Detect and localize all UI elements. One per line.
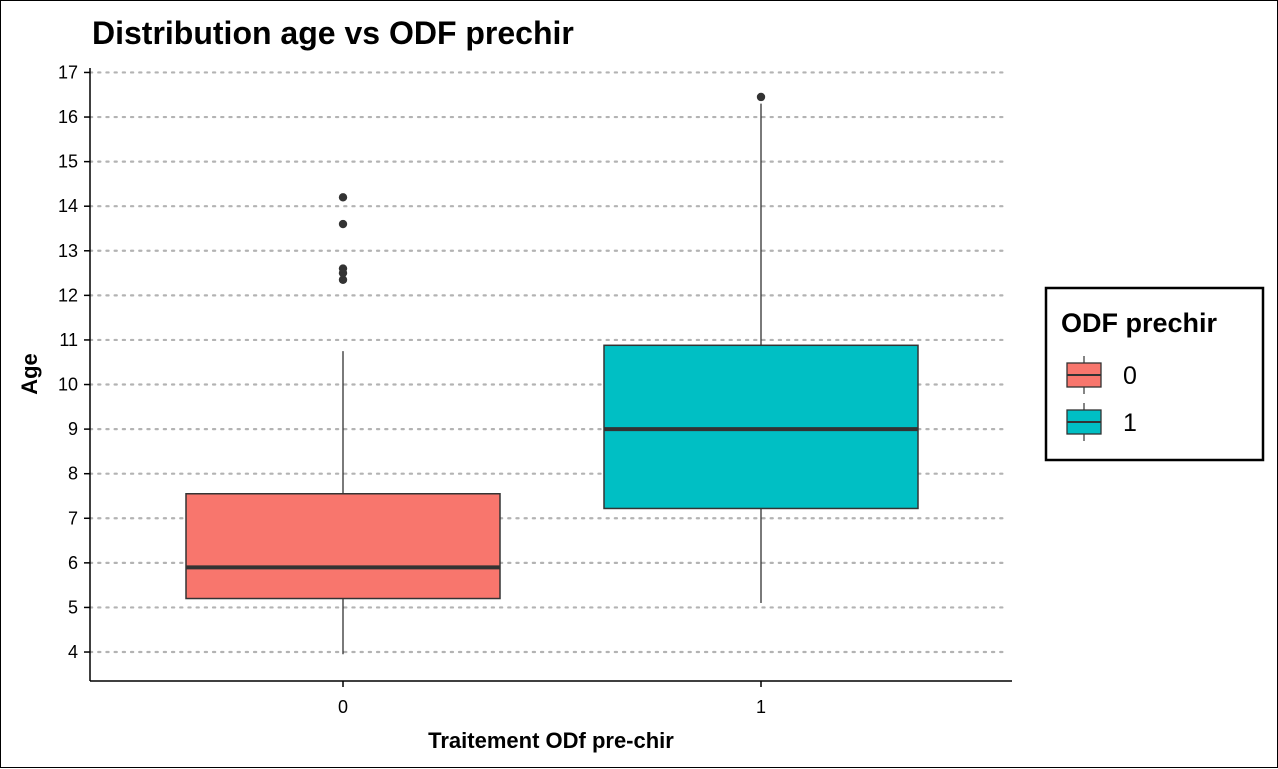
y-tick-label: 4 — [68, 642, 78, 662]
y-tick-label: 9 — [68, 419, 78, 439]
y-tick-label: 14 — [58, 196, 78, 216]
legend-title: ODF prechir — [1061, 308, 1218, 338]
box-1 — [603, 92, 919, 603]
outlier-point — [338, 219, 348, 229]
y-tick-label: 15 — [58, 152, 78, 172]
x-tick-label: 1 — [756, 697, 766, 717]
outlier-point — [338, 193, 348, 202]
y-axis-title: Age — [17, 353, 42, 395]
y-tick-label: 6 — [68, 553, 78, 573]
box-body — [603, 344, 919, 510]
y-tick-label: 11 — [59, 330, 78, 350]
legend-entries: 01 — [1066, 356, 1137, 441]
x-tick-label: 0 — [338, 697, 348, 717]
y-tick-label: 7 — [68, 508, 78, 528]
legend: ODF prechir 01 — [1044, 286, 1265, 462]
y-tick-label: 8 — [68, 464, 78, 484]
axes — [89, 68, 1012, 682]
y-tick-label: 16 — [58, 107, 78, 127]
outlier-point — [338, 275, 348, 284]
legend-label: 1 — [1123, 409, 1137, 437]
outlier-point — [756, 92, 766, 102]
y-tick-label: 17 — [58, 62, 78, 82]
y-tick-label: 12 — [58, 285, 78, 305]
x-axis-title: Traitement ODf pre-chir — [428, 728, 674, 753]
chart-title: Distribution age vs ODF prechir — [92, 15, 574, 51]
box-series — [185, 92, 919, 655]
y-tick-label: 10 — [58, 375, 78, 395]
box-body — [185, 493, 501, 600]
outlier-point — [338, 264, 348, 273]
y-axis-ticks: 4 5 6 7 8 9 10 11 12 13 14 15 16 17 — [58, 62, 90, 662]
legend-label: 0 — [1123, 362, 1137, 390]
legend-entry-1: 1 — [1066, 403, 1137, 441]
y-tick-label: 5 — [68, 597, 78, 617]
box-0 — [185, 193, 501, 655]
y-tick-label: 13 — [58, 241, 78, 261]
legend-entry-0: 0 — [1066, 356, 1137, 394]
